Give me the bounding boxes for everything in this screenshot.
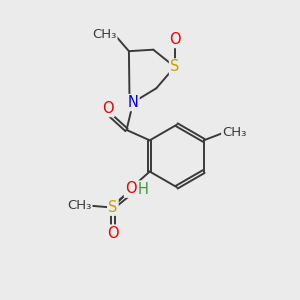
Text: N: N xyxy=(127,182,137,196)
Text: CH₃: CH₃ xyxy=(67,199,92,212)
Text: O: O xyxy=(169,32,181,47)
Text: O: O xyxy=(102,101,114,116)
Text: S: S xyxy=(170,59,179,74)
Text: O: O xyxy=(125,181,136,196)
Text: H: H xyxy=(138,182,148,196)
Text: O: O xyxy=(107,226,119,241)
Text: CH₃: CH₃ xyxy=(92,28,116,41)
Text: S: S xyxy=(108,200,118,215)
Text: CH₃: CH₃ xyxy=(222,126,247,139)
Text: N: N xyxy=(128,95,139,110)
